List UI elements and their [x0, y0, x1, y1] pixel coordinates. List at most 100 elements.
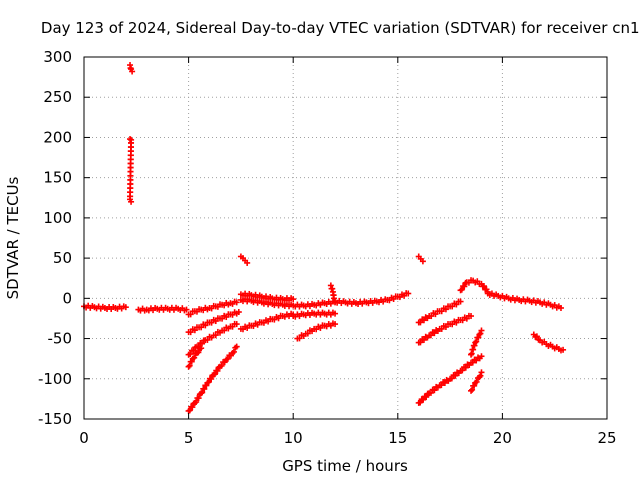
data-point: [462, 364, 469, 371]
series-spike-2.2: [127, 62, 136, 205]
data-point: [198, 340, 205, 347]
y-axis-title: SDTVAR / TECUs: [4, 176, 22, 299]
x-tick-label: 20: [493, 429, 512, 447]
data-point: [191, 354, 198, 361]
y-tick-label: 250: [43, 88, 72, 106]
x-axis-title: GPS time / hours: [282, 457, 408, 475]
y-tick-label: -50: [48, 330, 73, 348]
series-arc-16c: [415, 353, 485, 406]
data-point: [290, 296, 297, 303]
y-tick-label: -100: [38, 370, 72, 388]
data-point: [417, 339, 424, 346]
y-tick-label: 300: [43, 48, 72, 66]
y-tick-label: 100: [43, 209, 72, 227]
series-arc-12-15.5: [332, 290, 412, 307]
x-tick-label: 25: [597, 429, 616, 447]
data-point: [405, 290, 412, 297]
data-point: [475, 334, 482, 341]
data-point: [233, 321, 240, 328]
data-points: [81, 62, 567, 414]
data-point: [224, 355, 231, 362]
data-point: [185, 363, 192, 370]
data-point: [183, 306, 190, 313]
data-point: [469, 386, 476, 393]
data-point: [122, 304, 129, 311]
data-point: [420, 336, 427, 343]
y-tick-label: 50: [53, 249, 72, 267]
data-point: [127, 136, 134, 143]
plot-frame: [83, 56, 608, 420]
y-tick-label: 200: [43, 128, 72, 146]
data-point: [427, 332, 434, 339]
series-arc-7.5-10: [237, 296, 339, 310]
chart-title: Day 123 of 2024, Sidereal Day-to-day VTE…: [41, 19, 640, 37]
data-point: [471, 382, 478, 389]
data-point: [431, 387, 438, 394]
data-point: [204, 336, 211, 343]
series-arc-5e: [185, 343, 240, 414]
series-spike-11.9: [327, 282, 337, 302]
series-arc-18.5b: [468, 369, 485, 394]
data-point: [332, 310, 339, 317]
data-point: [419, 258, 426, 265]
data-point: [332, 321, 339, 328]
data-point: [478, 327, 485, 334]
x-tick-label: 5: [184, 429, 194, 447]
grid: [84, 57, 607, 419]
data-point: [195, 349, 202, 356]
series-arc-16a: [415, 298, 464, 326]
y-tick-label: 150: [43, 169, 72, 187]
series-arc-7.5-10b: [237, 290, 297, 304]
data-point: [533, 333, 540, 340]
data-point: [201, 386, 208, 393]
data-point: [423, 394, 430, 401]
x-tick-label: 15: [388, 429, 407, 447]
data-point: [557, 304, 564, 311]
series-arc-5c: [185, 320, 240, 358]
data-point: [221, 327, 228, 334]
series-arc-18.5: [468, 327, 485, 358]
series-baseline-0-2: [81, 302, 129, 312]
x-tick-label: 0: [79, 429, 89, 447]
data-point: [128, 198, 135, 205]
series-arc-5b: [185, 309, 242, 336]
data-point: [188, 358, 195, 365]
data-point: [330, 295, 337, 302]
axis-ticks: 0 5 10 15 20 25 -150 -100 -50 0 50 100 150 200 250 300: [38, 48, 617, 447]
data-point: [441, 379, 448, 386]
data-point: [235, 309, 242, 316]
data-point: [304, 330, 311, 337]
data-point: [472, 339, 479, 346]
y-tick-label: 0: [62, 289, 72, 307]
data-point: [186, 407, 193, 414]
data-point: [189, 404, 196, 411]
series-spike-16: [415, 253, 426, 265]
data-point: [417, 319, 424, 326]
data-point: [458, 286, 465, 293]
data-point: [468, 313, 475, 320]
series-arc-16b: [415, 312, 475, 346]
data-point: [476, 331, 483, 338]
series-arc-10-12: [290, 309, 339, 320]
data-point: [199, 389, 206, 396]
series-arc-19-23: [484, 290, 564, 311]
data-point: [473, 338, 480, 345]
data-point: [478, 369, 485, 376]
series-arc-21.5: [530, 331, 567, 354]
data-point: [427, 389, 434, 396]
data-point: [129, 68, 136, 75]
data-point: [212, 332, 219, 339]
series-arc-5d: [185, 345, 205, 370]
data-point: [477, 330, 484, 337]
x-tick-label: 10: [284, 429, 303, 447]
series-arc-10-12b: [294, 320, 339, 342]
data-point: [420, 317, 427, 324]
series-spike-7.5: [237, 253, 251, 266]
data-point: [469, 359, 476, 366]
series-hump-18: [457, 277, 491, 295]
data-point: [214, 367, 221, 374]
data-point: [296, 335, 303, 342]
data-point: [448, 375, 455, 382]
data-point: [187, 311, 194, 318]
